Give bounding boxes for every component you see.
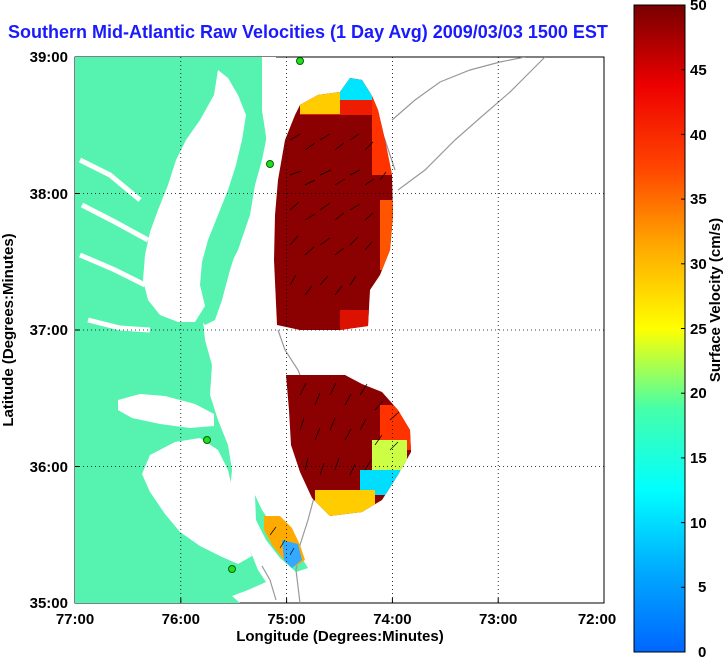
- y-tick-label: 36:00: [30, 459, 68, 476]
- map-grid: [75, 57, 604, 603]
- colorbar-tick-label: 5: [698, 579, 706, 596]
- colorbar-tick-label: 50: [690, 0, 707, 14]
- x-tick-label: 77:00: [56, 611, 94, 628]
- x-tick-label: 72:00: [578, 611, 616, 628]
- colorbar-tick-label: 25: [690, 321, 707, 338]
- land-delmarva: [188, 85, 270, 325]
- albemarle-sound: [118, 394, 214, 428]
- y-tick-label: 37:00: [30, 322, 68, 339]
- tick-marks: [75, 193, 499, 603]
- radar-station-marker: [228, 565, 236, 573]
- chesapeake-bay: [143, 70, 246, 322]
- current-vectors: [269, 133, 400, 556]
- colorbar-tick-label: 30: [690, 256, 707, 273]
- delaware-bay: [262, 57, 277, 175]
- x-tick-label: 73:00: [479, 611, 517, 628]
- x-axis-label: Longitude (Degrees:Minutes): [236, 628, 444, 645]
- radar-stations: [203, 57, 304, 573]
- colorbar-tick-label: 0: [698, 644, 706, 659]
- map-title: Southern Mid-Atlantic Raw Velocities (1 …: [8, 22, 608, 42]
- x-tick-label: 76:00: [162, 611, 200, 628]
- y-axis-label: Latitude (Degrees:Minutes): [0, 233, 17, 426]
- x-tick-label: 75:00: [267, 611, 305, 628]
- colorbar-tick-label: 10: [690, 515, 707, 532]
- y-tick-label: 39:00: [30, 49, 68, 66]
- colorbar: [633, 4, 686, 653]
- y-tick-label: 38:00: [30, 186, 68, 203]
- colorbar-tick-label: 20: [690, 385, 707, 402]
- y-tick-label: 35:00: [30, 595, 68, 612]
- x-tick-label: 74:00: [373, 611, 411, 628]
- radar-station-marker: [296, 57, 304, 65]
- colorbar-tick-label: 35: [690, 191, 707, 208]
- colorbar-tick-label: 45: [690, 62, 707, 79]
- colorbar-label: Surface Velocity (cm/s): [707, 218, 724, 382]
- tidal-rivers: [78, 157, 151, 333]
- colorbar-tick-label: 15: [690, 450, 707, 467]
- radar-station-marker: [203, 436, 211, 444]
- colorbar-tick-label: 40: [690, 127, 707, 144]
- pamlico-sound: [142, 438, 252, 564]
- colorbar-ticks: [681, 4, 685, 653]
- radar-station-marker: [266, 160, 274, 168]
